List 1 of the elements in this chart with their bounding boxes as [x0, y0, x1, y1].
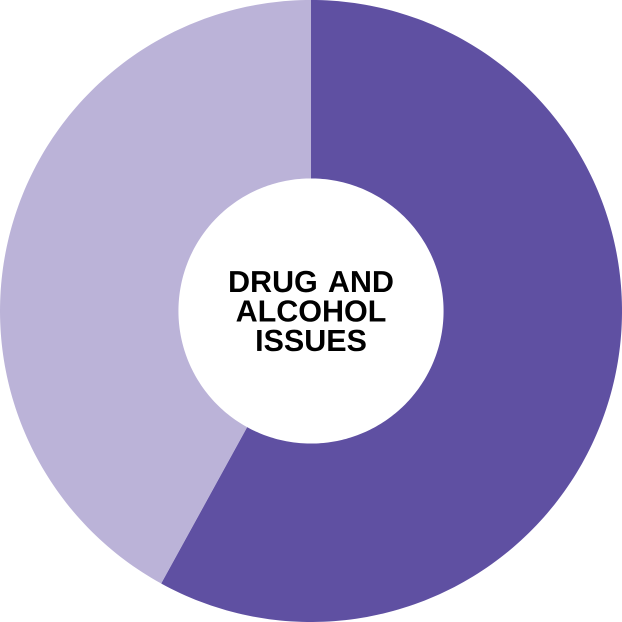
text: DRUG AND ALCOHOL ISSUES — [230, 270, 393, 352]
